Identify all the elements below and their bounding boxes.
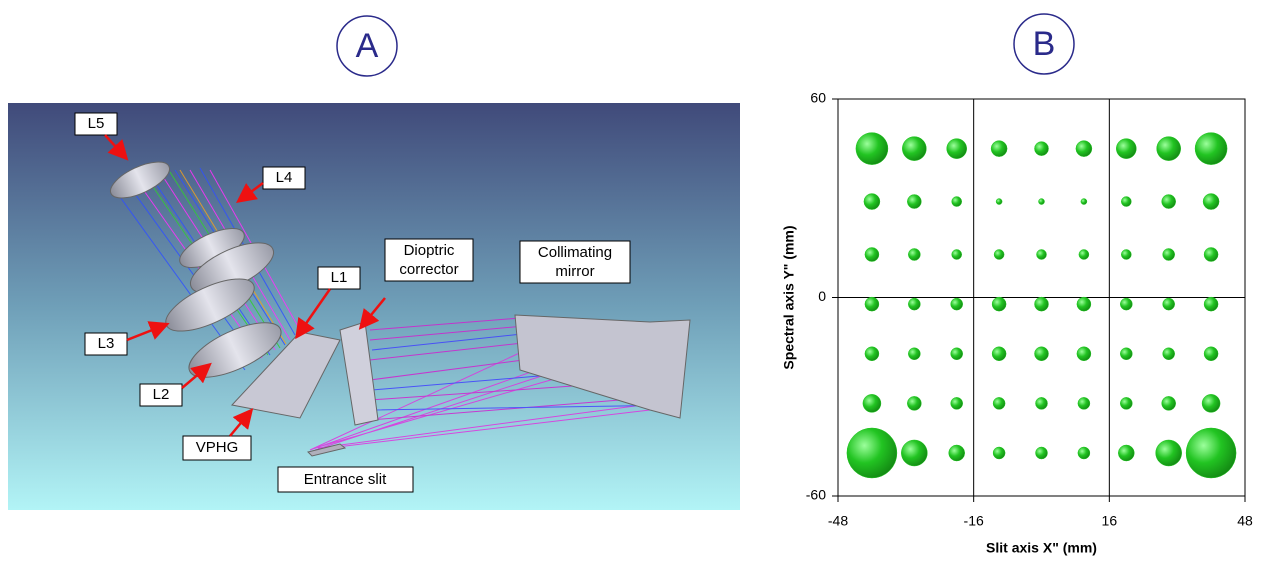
label-text: corrector — [399, 261, 458, 278]
spot — [1037, 249, 1047, 259]
label-l5: L5 — [75, 113, 117, 135]
spot — [993, 397, 1005, 409]
x-tick-label: 16 — [1102, 513, 1118, 529]
spot — [994, 249, 1004, 259]
x-tick-label: 48 — [1237, 513, 1253, 529]
spot — [1163, 248, 1175, 260]
spot — [947, 139, 967, 159]
spot — [1036, 447, 1048, 459]
spot — [1202, 394, 1220, 412]
spot — [1118, 445, 1134, 461]
illustration: L5 L4 L1 Dioptric corrector Collimating … — [8, 103, 740, 510]
spot — [1204, 297, 1218, 311]
label-text: Entrance slit — [304, 471, 387, 488]
spot — [1162, 195, 1176, 209]
spot — [1120, 298, 1132, 310]
spot — [908, 298, 920, 310]
y-axis-title: Spectral axis Y" (mm) — [781, 225, 797, 369]
spot — [1195, 133, 1227, 165]
figure: A B L5 L4 L1 — [0, 0, 1266, 562]
spot — [952, 197, 962, 207]
spot — [1039, 199, 1045, 205]
label-text: Dioptric — [404, 242, 455, 259]
spot — [1035, 297, 1049, 311]
spot — [1204, 347, 1218, 361]
spot — [1116, 139, 1136, 159]
spot — [1163, 298, 1175, 310]
label-text: L3 — [98, 335, 115, 352]
spot — [992, 347, 1006, 361]
spot — [908, 348, 920, 360]
spot — [992, 297, 1006, 311]
spot — [1121, 249, 1131, 259]
spot — [1035, 142, 1049, 156]
spot — [991, 141, 1007, 157]
y-tick-label: 60 — [810, 90, 826, 106]
spot — [902, 137, 926, 161]
spot — [949, 445, 965, 461]
spot — [865, 297, 879, 311]
spot — [1157, 137, 1181, 161]
spot — [996, 199, 1002, 205]
spot — [1156, 440, 1182, 466]
label-vphg: VPHG — [183, 436, 251, 460]
spot — [864, 194, 880, 210]
spot — [865, 247, 879, 261]
spot — [1078, 397, 1090, 409]
label-text: VPHG — [196, 439, 239, 456]
spot — [1036, 397, 1048, 409]
panel-letter: B — [1033, 25, 1056, 63]
spot — [1204, 247, 1218, 261]
spot — [863, 394, 881, 412]
spot — [908, 248, 920, 260]
y-tick-label: -60 — [806, 487, 826, 503]
spot — [951, 348, 963, 360]
spot — [1077, 347, 1091, 361]
spot — [1203, 194, 1219, 210]
spot — [907, 396, 921, 410]
x-axis-title: Slit axis X" (mm) — [986, 540, 1097, 556]
label-text: mirror — [555, 263, 594, 280]
label-l2: L2 — [140, 384, 182, 406]
spot — [865, 347, 879, 361]
label-text: L5 — [88, 115, 105, 132]
label-text: L1 — [331, 269, 348, 286]
spot — [1035, 347, 1049, 361]
x-tick-label: -48 — [828, 513, 848, 529]
spot — [1162, 396, 1176, 410]
spot — [1079, 249, 1089, 259]
spot — [951, 298, 963, 310]
label-mirror: Collimating mirror — [520, 241, 630, 283]
spot — [1120, 397, 1132, 409]
spot — [951, 397, 963, 409]
y-tick-label: 0 — [818, 288, 826, 304]
label-slit: Entrance slit — [278, 467, 413, 492]
spot — [1186, 428, 1236, 478]
label-corrector: Dioptric corrector — [385, 239, 473, 281]
spot — [901, 440, 927, 466]
spot — [907, 195, 921, 209]
spot — [847, 428, 897, 478]
label-l4: L4 — [263, 167, 305, 189]
chart: -48 -16 16 48 -60 0 60 Slit axis X" (mm) Spectra… — [781, 90, 1253, 556]
label-l1: L1 — [318, 267, 360, 289]
spot — [1076, 141, 1092, 157]
label-text: L2 — [153, 386, 170, 403]
spot — [1120, 348, 1132, 360]
spot — [1081, 199, 1087, 205]
spot — [1121, 197, 1131, 207]
background — [8, 103, 740, 510]
spot — [1163, 348, 1175, 360]
spot — [856, 133, 888, 165]
panel-letter: A — [356, 27, 379, 65]
spot — [993, 447, 1005, 459]
spot — [1077, 297, 1091, 311]
label-text: L4 — [276, 169, 293, 186]
x-tick-label: -16 — [964, 513, 984, 529]
spot — [952, 249, 962, 259]
label-l3: L3 — [85, 333, 127, 355]
label-text: Collimating — [538, 244, 612, 261]
spot — [1078, 447, 1090, 459]
